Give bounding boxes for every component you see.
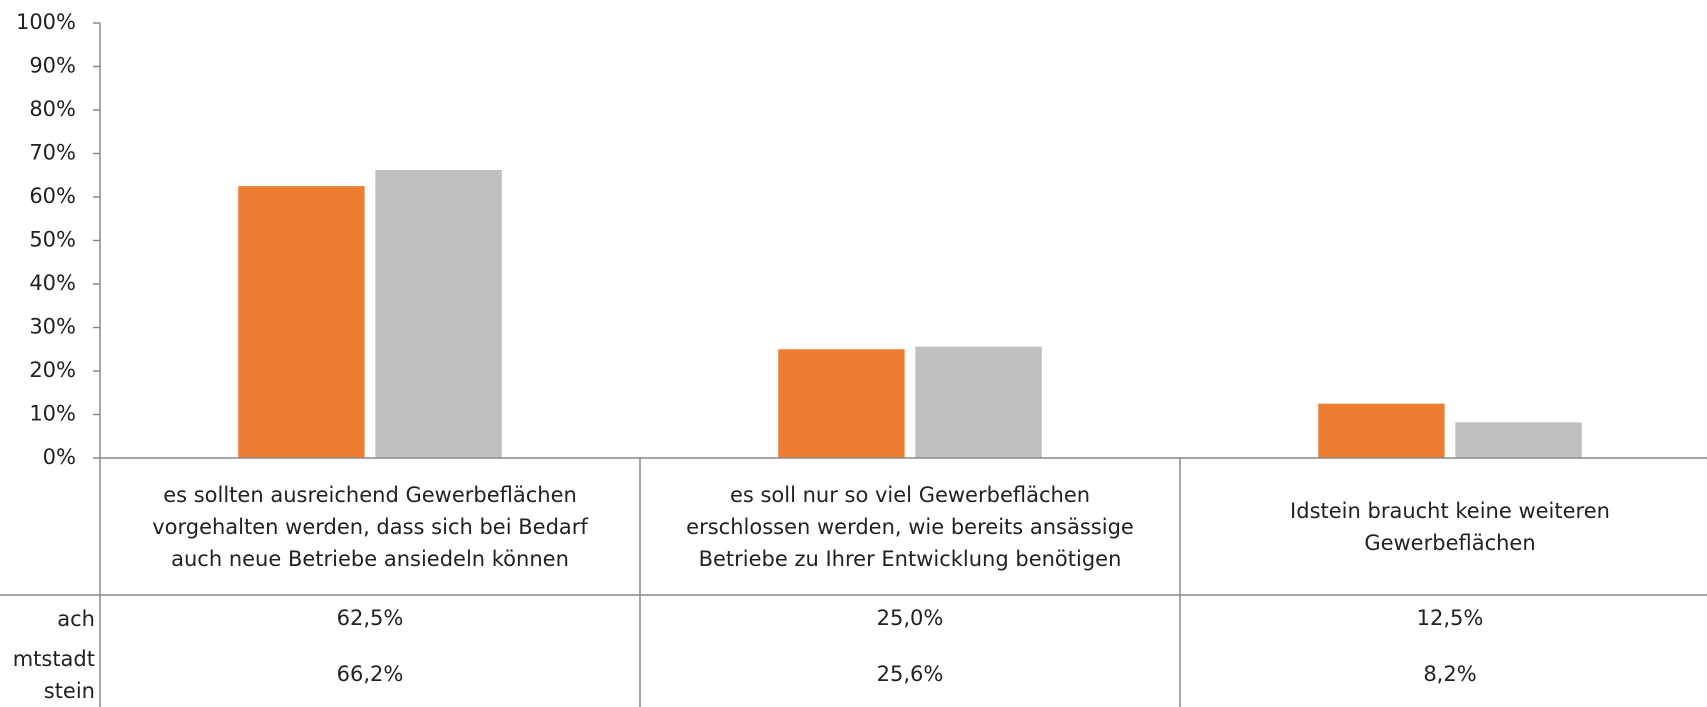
- y-tick-label: 0%: [43, 445, 76, 469]
- legend-entry: mtstadt stein: [12, 647, 95, 703]
- bar: [915, 346, 1042, 458]
- y-tick-label: 60%: [29, 184, 76, 208]
- x-tick-label-box: es sollten ausreichend Gewerbeflächen vo…: [152, 482, 588, 571]
- x-tick-label: Idstein braucht keine weiteren Gewerbefl…: [1290, 498, 1610, 555]
- y-tick-label: 20%: [29, 358, 76, 382]
- y-tick-label: 30%: [29, 315, 76, 339]
- x-tick-label-box: Idstein braucht keine weiteren Gewerbefl…: [1290, 498, 1610, 555]
- value-label: 25,6%: [877, 662, 944, 686]
- bar: [238, 186, 365, 458]
- value-label: 12,5%: [1417, 606, 1484, 630]
- y-tick-label: 70%: [29, 141, 76, 165]
- value-label: 8,2%: [1423, 662, 1476, 686]
- bar: [375, 170, 502, 458]
- y-tick-label: 10%: [29, 402, 76, 426]
- bar: [1318, 403, 1445, 458]
- y-tick-label: 50%: [29, 228, 76, 252]
- x-tick-label: es soll nur so viel Gewerbeflächen ersch…: [686, 482, 1134, 571]
- bar: [778, 349, 905, 458]
- legend-entry: ach: [57, 607, 95, 631]
- bar: [1455, 422, 1582, 458]
- y-tick-label: 90%: [29, 54, 76, 78]
- y-tick-label: 100%: [16, 10, 76, 34]
- value-label: 62,5%: [337, 606, 404, 630]
- value-label: 66,2%: [337, 662, 404, 686]
- x-tick-label-box: es soll nur so viel Gewerbeflächen ersch…: [686, 482, 1134, 571]
- y-tick-label: 40%: [29, 271, 76, 295]
- y-tick-label: 80%: [29, 97, 76, 121]
- value-label: 25,0%: [877, 606, 944, 630]
- legend-entry-box: ach: [57, 607, 95, 631]
- legend-entry-box: mtstadt stein: [12, 647, 95, 703]
- x-tick-label: es sollten ausreichend Gewerbeflächen vo…: [152, 482, 588, 571]
